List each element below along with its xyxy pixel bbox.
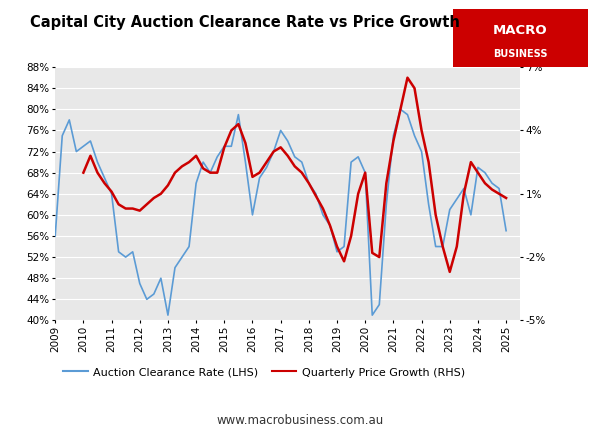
Text: Capital City Auction Clearance Rate vs Price Growth: Capital City Auction Clearance Rate vs P…	[30, 15, 460, 30]
Legend: Auction Clearance Rate (LHS), Quarterly Price Growth (RHS): Auction Clearance Rate (LHS), Quarterly …	[59, 363, 469, 382]
Text: BUSINESS: BUSINESS	[493, 49, 548, 59]
Text: MACRO: MACRO	[493, 24, 548, 37]
Text: www.macrobusiness.com.au: www.macrobusiness.com.au	[217, 414, 383, 427]
